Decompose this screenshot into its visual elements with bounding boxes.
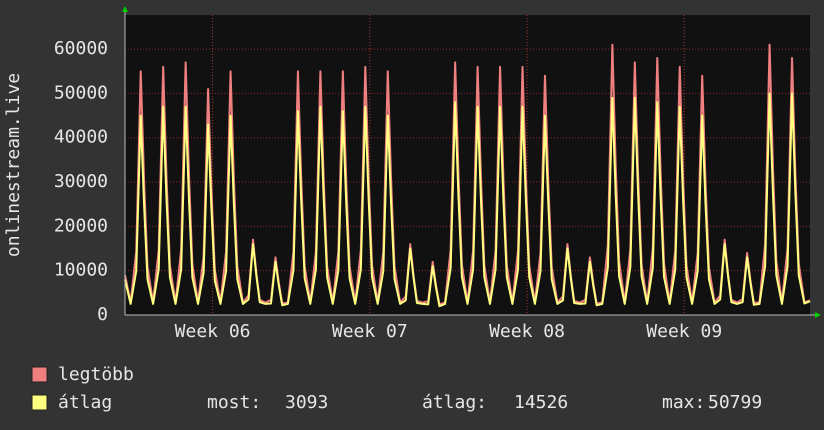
stat-value: 50799	[708, 392, 762, 413]
series-line	[124, 92, 811, 308]
stat-value: 3093	[285, 392, 328, 413]
y-tick-label: 10000	[54, 260, 108, 281]
y-tick-label: 20000	[54, 215, 108, 236]
stat-label: átlag:	[422, 392, 487, 413]
stat-label: most:	[207, 392, 261, 413]
lines	[124, 43, 811, 308]
y-tick-label: 30000	[54, 171, 108, 192]
x-tick-label: Week 08	[489, 321, 565, 342]
legend-swatch	[31, 366, 48, 383]
tick-labels: 0 10000 20000 30000 40000 50000 60000 Week 06 We…	[54, 38, 722, 342]
y-arrow	[122, 6, 128, 12]
x-arrow	[815, 312, 821, 318]
y-tick-label: 40000	[54, 127, 108, 148]
x-tick-label: Week 07	[332, 321, 408, 342]
y-tick-label: 60000	[54, 38, 108, 59]
y-axis-label: onlinestream.live	[3, 73, 24, 257]
legend-swatch	[31, 394, 48, 411]
stat-value: 14526	[514, 392, 568, 413]
legend-label: legtöbb	[58, 364, 134, 385]
legend: legtöbb átlag most: 3093 átlag: 14526 max: 5079…	[31, 364, 762, 413]
x-tick-label: Week 06	[175, 321, 251, 342]
x-tick-label: Week 09	[646, 321, 722, 342]
stat-label: max:	[662, 392, 705, 413]
y-tick-label: 0	[97, 304, 108, 325]
legend-label: átlag	[58, 392, 112, 413]
y-tick-label: 50000	[54, 82, 108, 103]
